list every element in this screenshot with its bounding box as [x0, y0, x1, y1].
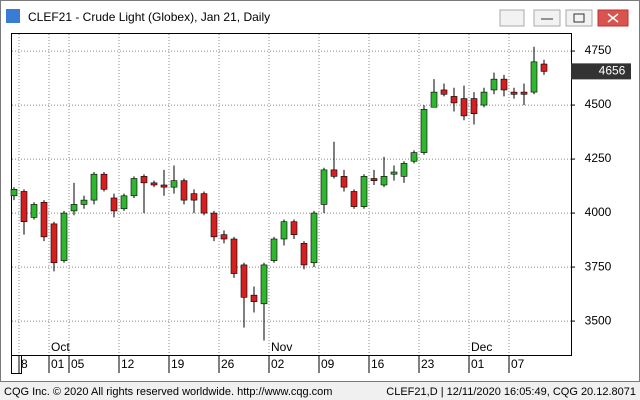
app-icon	[6, 9, 20, 23]
candle-body	[500, 78, 508, 91]
x-tick-label: 01	[51, 357, 65, 371]
candle-body	[200, 193, 208, 214]
candle-body	[220, 234, 228, 240]
candle-body	[280, 221, 288, 240]
link-button[interactable]	[499, 9, 525, 27]
candle-body	[160, 184, 168, 188]
last-price-box	[571, 63, 631, 80]
x-tick-label: 8	[21, 357, 28, 371]
y-tick-label: 4500	[585, 97, 612, 111]
candle-body	[490, 78, 498, 91]
candle-body	[300, 243, 308, 266]
footer-right: CLEF21,D | 12/11/2020 16:05:49, CQG 20.1…	[386, 386, 636, 398]
candle-body	[90, 173, 98, 201]
candle-body	[460, 98, 468, 117]
month-label: Oct	[51, 340, 70, 354]
window-title: CLEF21 - Crude Light (Globex), Jan 21, D…	[28, 10, 270, 24]
candle-body	[230, 238, 238, 274]
candle-body	[250, 294, 258, 302]
candle-body	[420, 109, 428, 153]
candle-body	[480, 91, 488, 106]
candle-body	[470, 98, 478, 115]
maximize-button[interactable]	[565, 9, 593, 27]
month-label: Nov	[271, 340, 292, 354]
candle-body	[170, 180, 178, 188]
candle-body	[350, 191, 358, 207]
x-tick-label: 19	[171, 357, 185, 371]
y-tick-label: 3500	[585, 313, 612, 327]
month-label: Dec	[471, 340, 492, 354]
candle-body	[50, 223, 58, 264]
x-tick-label: 02	[271, 357, 285, 371]
maximize-icon	[573, 13, 585, 23]
candle-body	[240, 264, 248, 298]
y-tick-label: 4000	[585, 205, 612, 219]
candle-body	[450, 96, 458, 104]
candle-body	[540, 63, 548, 72]
candle-body	[120, 195, 128, 210]
x-tick-label: 05	[71, 357, 85, 371]
candle-body	[390, 171, 398, 175]
candle-body	[310, 212, 318, 264]
x-tick-label: 23	[421, 357, 435, 371]
candle-body	[530, 61, 538, 93]
status-bar	[0, 382, 640, 400]
x-tick-label: 16	[371, 357, 385, 371]
x-tick-label: 12	[121, 357, 135, 371]
candle-body	[320, 169, 328, 205]
footer-left: CQG Inc. © 2020 All rights reserved worl…	[4, 386, 332, 398]
candle-body	[360, 176, 368, 207]
candle-body	[30, 204, 38, 218]
candle-body	[510, 91, 518, 95]
candle-body	[140, 176, 148, 184]
candle-body	[370, 178, 378, 181]
candle-body	[10, 189, 18, 197]
candle-body	[340, 176, 348, 188]
candle-body	[20, 191, 28, 223]
candle-body	[270, 238, 278, 261]
candle-body	[70, 204, 78, 212]
candle-body	[60, 212, 68, 261]
candle-body	[410, 152, 418, 162]
candle-body	[210, 212, 218, 238]
y-tick-label: 4750	[585, 43, 612, 57]
x-tick-label: 09	[321, 357, 335, 371]
candle-body	[130, 178, 138, 197]
candle-body	[190, 193, 198, 201]
candle-body	[80, 199, 88, 205]
candle-body	[150, 182, 158, 186]
close-icon	[607, 13, 619, 23]
axis-corner-box	[11, 355, 22, 374]
y-tick-label: 3750	[585, 259, 612, 273]
candle-body	[400, 163, 408, 177]
x-tick-label: 07	[511, 357, 525, 371]
candle-body	[330, 169, 338, 177]
minimize-button[interactable]	[533, 9, 561, 27]
x-tick-label: 01	[471, 357, 485, 371]
candle-body	[430, 91, 438, 108]
x-tick-label: 26	[221, 357, 235, 371]
candle-body	[520, 91, 528, 95]
candle-body	[100, 173, 108, 190]
candle-body	[110, 197, 118, 212]
plot-area	[11, 33, 572, 356]
candle-body	[440, 89, 448, 95]
candle-body	[380, 176, 388, 186]
last-price-label: 4656	[599, 64, 626, 78]
y-tick-label: 4250	[585, 151, 612, 165]
candle-body	[180, 180, 188, 201]
candle-body	[260, 264, 268, 305]
candle-body	[290, 221, 298, 235]
candle-body	[40, 201, 48, 238]
